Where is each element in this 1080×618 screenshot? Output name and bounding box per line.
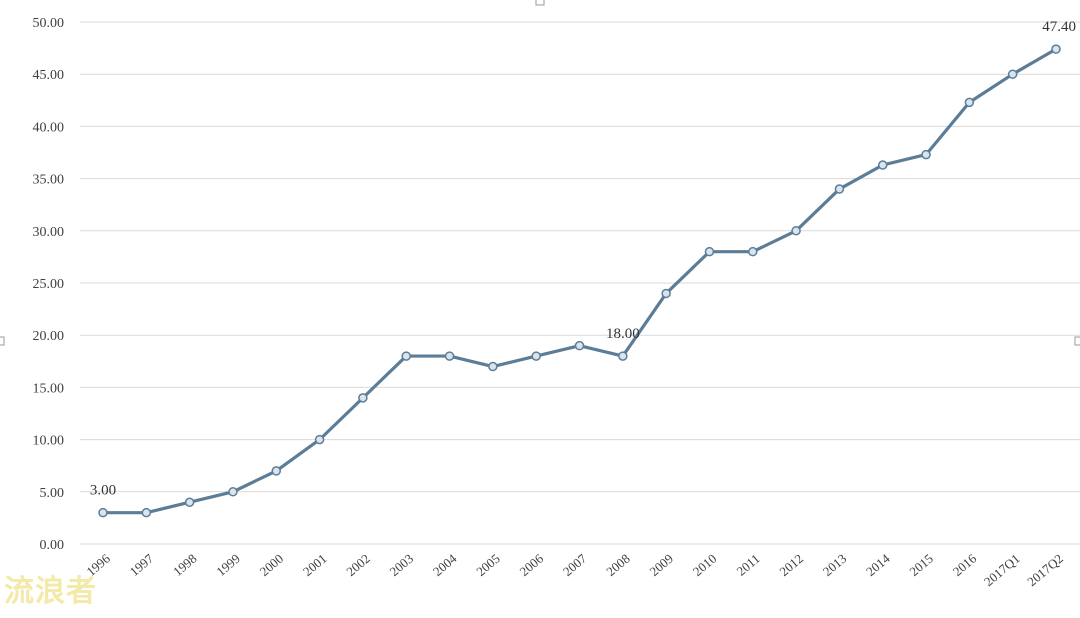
data-point	[877, 160, 888, 170]
x-tick-label: 2010	[690, 551, 720, 579]
selection-handle-right[interactable]	[1074, 336, 1080, 346]
data-point	[574, 340, 585, 351]
data-point	[98, 507, 108, 518]
y-tick-label: 0.00	[40, 538, 65, 553]
x-tick-label: 1999	[213, 551, 243, 579]
data-point	[358, 393, 368, 403]
watermark: 流浪者	[4, 574, 97, 609]
y-tick-label: 10.00	[33, 434, 65, 449]
data-point	[401, 351, 411, 361]
y-tick-label: 45.00	[33, 68, 65, 83]
x-tick-label: 2016	[950, 550, 980, 579]
x-tick-label: 2013	[820, 551, 850, 579]
x-tick-label: 2003	[387, 551, 417, 579]
y-tick-label: 20.00	[33, 329, 65, 344]
y-tick-label: 30.00	[33, 225, 65, 240]
x-tick-label: 2005	[473, 551, 503, 579]
y-tick-label: 35.00	[33, 173, 65, 188]
data-labels: 3.00 18.00 47.40	[90, 19, 1076, 499]
data-points	[98, 44, 1061, 518]
y-axis-ticks: 0.00 5.00 10.00 15.00 20.00 25.00 30.00 35.00 40…	[33, 16, 65, 553]
x-tick-label: 2006	[517, 550, 547, 579]
y-tick-label: 40.00	[33, 120, 65, 135]
data-label: 3.00	[90, 483, 116, 499]
selection-handle-left[interactable]	[0, 336, 5, 346]
data-point	[531, 351, 541, 361]
x-tick-label: 2001	[300, 551, 330, 579]
x-tick-label: 2002	[343, 551, 373, 579]
data-point	[1051, 44, 1061, 54]
data-point	[964, 97, 975, 108]
data-point	[228, 487, 238, 497]
data-point	[748, 246, 758, 257]
data-point	[791, 226, 801, 236]
x-axis-ticks: 1996 1997 1998 1999 2000 2001 2002 2003 2004 2005…	[83, 550, 1066, 589]
x-tick-label: 2007	[560, 550, 590, 579]
x-tick-label: 1997	[127, 550, 157, 579]
x-tick-label: 2000	[257, 551, 287, 579]
x-tick-label: 2017Q2	[1024, 551, 1066, 589]
x-tick-label: 2011	[734, 551, 763, 579]
selection-handle-top[interactable]	[535, 0, 545, 6]
x-tick-label: 2008	[603, 551, 633, 579]
data-point	[141, 507, 152, 518]
y-tick-label: 5.00	[40, 486, 65, 501]
x-tick-label: 2009	[647, 551, 677, 579]
data-point	[184, 497, 195, 507]
gridlines	[80, 21, 1080, 545]
data-point	[618, 351, 628, 361]
y-tick-label: 15.00	[33, 381, 65, 396]
x-tick-label: 2015	[906, 551, 936, 579]
x-tick-label: 2004	[430, 550, 460, 579]
data-point	[661, 288, 671, 299]
x-tick-label: 2012	[776, 551, 806, 579]
data-point	[834, 184, 845, 194]
data-label: 18.00	[606, 326, 640, 342]
data-point	[921, 149, 931, 160]
data-point	[444, 351, 455, 361]
x-tick-label: 2017Q1	[981, 551, 1023, 589]
data-point	[488, 361, 498, 372]
x-tick-label: 2014	[863, 550, 893, 579]
data-point	[271, 466, 282, 476]
y-tick-label: 25.00	[33, 277, 65, 292]
series-line	[101, 47, 1058, 515]
x-tick-label: 1998	[170, 551, 200, 579]
data-point	[1007, 69, 1018, 79]
data-label: 47.40	[1042, 19, 1076, 35]
y-tick-label: 50.00	[33, 16, 65, 31]
data-point	[314, 434, 325, 445]
data-point	[704, 246, 715, 257]
